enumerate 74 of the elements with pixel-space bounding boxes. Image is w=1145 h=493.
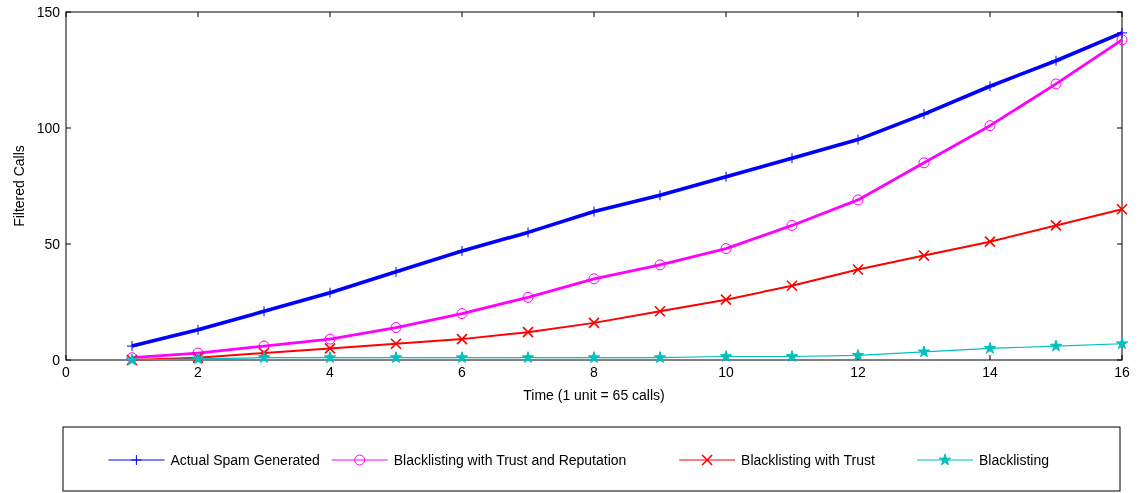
- x-tick-label: 14: [982, 364, 998, 380]
- x-tick-label: 12: [850, 364, 866, 380]
- legend-label: Actual Spam Generated: [170, 452, 320, 468]
- point: [1049, 339, 1063, 352]
- point: [324, 342, 336, 355]
- point: [654, 259, 666, 271]
- point: [984, 120, 996, 132]
- x-axis-title: Time (1 unit = 65 calls): [523, 387, 665, 403]
- legend-label: Blacklisting with Trust: [741, 452, 876, 468]
- point: [719, 350, 733, 362]
- point: [390, 322, 402, 334]
- point: [588, 273, 600, 285]
- point: [653, 351, 667, 364]
- point: [852, 263, 864, 276]
- x-tick-label: 10: [718, 364, 734, 380]
- point: [654, 189, 666, 201]
- point: [323, 351, 337, 364]
- y-tick-label: 0: [52, 352, 61, 368]
- point: [456, 308, 468, 320]
- point: [258, 305, 270, 317]
- point: [984, 235, 996, 248]
- x-tick-label: 8: [590, 364, 599, 380]
- point: [785, 350, 799, 362]
- point: [654, 305, 666, 318]
- point: [786, 219, 798, 231]
- point: [1116, 34, 1128, 46]
- point: [720, 243, 732, 255]
- point: [390, 337, 402, 350]
- point: [720, 293, 732, 306]
- point: [324, 287, 336, 299]
- point: [918, 108, 930, 120]
- point: [390, 266, 402, 278]
- point: [522, 226, 534, 238]
- point: [720, 171, 732, 183]
- point: [918, 249, 930, 262]
- point: [456, 245, 468, 257]
- point: [324, 333, 336, 345]
- point: [851, 348, 865, 361]
- point: [1050, 219, 1062, 232]
- point: [983, 341, 997, 354]
- point: [389, 351, 403, 364]
- point: [456, 333, 468, 345]
- point: [587, 351, 601, 364]
- point: [1116, 27, 1128, 39]
- x-tick-label: 0: [62, 364, 71, 380]
- y-axis-title: Filtered Calls: [11, 145, 27, 227]
- point: [521, 351, 535, 364]
- x-tick-label: 16: [1114, 364, 1130, 380]
- x-tick-label: 2: [194, 364, 203, 380]
- point: [455, 351, 469, 364]
- x-tick-label: 6: [458, 364, 467, 380]
- point: [258, 347, 270, 359]
- point: [918, 157, 930, 169]
- point: [1050, 78, 1062, 90]
- point: [852, 194, 864, 206]
- point: [984, 80, 996, 92]
- point: [257, 351, 271, 364]
- point: [522, 291, 534, 303]
- y-tick-label: 100: [36, 120, 61, 136]
- point: [786, 152, 798, 164]
- point: [126, 340, 138, 352]
- x-tick-label: 4: [326, 364, 335, 380]
- point: [258, 340, 270, 352]
- y-tick-label: 150: [36, 4, 61, 20]
- point: [522, 326, 534, 338]
- point: [917, 345, 931, 358]
- y-tick-label: 50: [44, 236, 61, 252]
- point: [588, 317, 600, 329]
- point: [1050, 55, 1062, 67]
- legend-label: Blacklisting: [979, 452, 1050, 468]
- point: [1116, 203, 1128, 215]
- point: [1115, 337, 1129, 350]
- legend-label: Blacklisting with Trust and Reputation: [393, 452, 627, 468]
- point: [786, 279, 798, 292]
